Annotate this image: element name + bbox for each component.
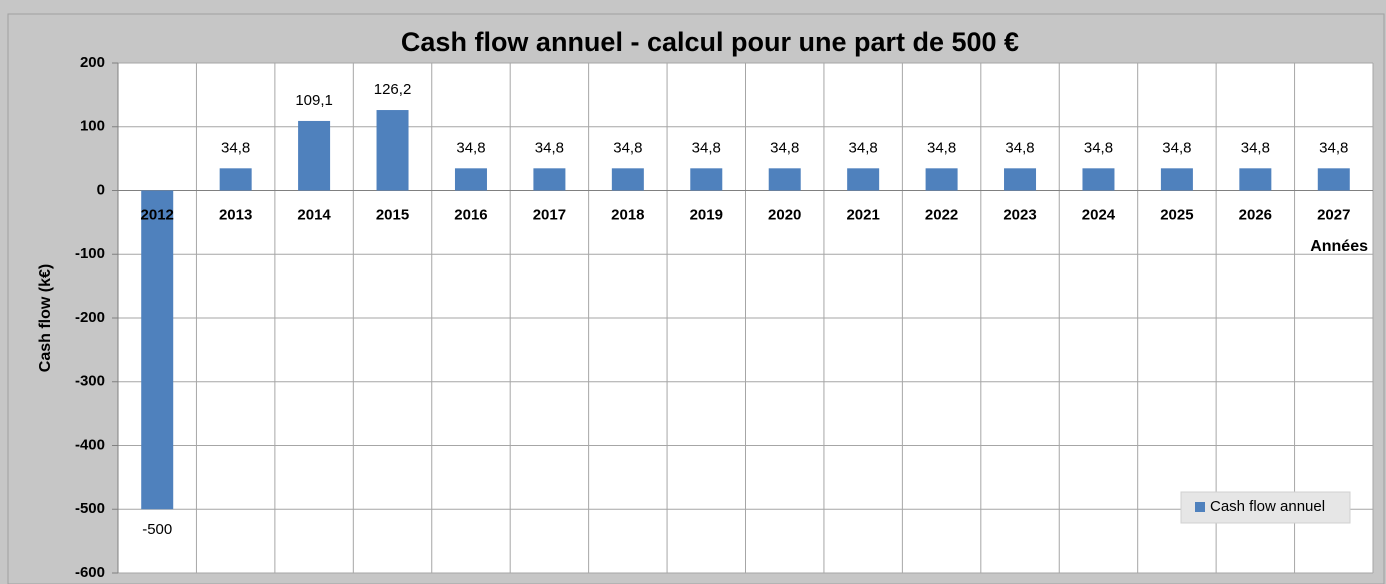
bar: [141, 190, 174, 510]
data-label: 34,8: [535, 139, 564, 156]
bar: [219, 168, 252, 191]
bar: [768, 168, 801, 191]
bar: [454, 168, 487, 191]
legend-box: [1180, 491, 1351, 524]
bar: [1317, 168, 1350, 191]
x-tick-label: 2019: [690, 206, 723, 223]
x-axis-label: Années: [1310, 238, 1368, 255]
x-tick-label: 2018: [611, 206, 644, 223]
legend-label: Cash flow annuel: [1210, 498, 1325, 515]
bar: [1004, 168, 1037, 191]
bar: [533, 168, 566, 191]
y-tick-label: -300: [75, 373, 105, 390]
x-tick-label: 2020: [768, 206, 801, 223]
bar: [376, 110, 409, 191]
data-label: 34,8: [1084, 139, 1113, 156]
data-label: 34,8: [221, 139, 250, 156]
data-label: 109,1: [295, 92, 333, 109]
bar: [1082, 168, 1115, 191]
data-label: 34,8: [1162, 139, 1191, 156]
bar: [1160, 168, 1193, 191]
y-tick-label: -100: [75, 245, 105, 262]
y-tick-label: -500: [75, 500, 105, 517]
bar: [925, 168, 958, 191]
y-axis-label: Cash flow (k€): [37, 264, 54, 372]
data-label: 34,8: [1241, 139, 1270, 156]
bar: [1239, 168, 1272, 191]
y-tick-label: 100: [80, 118, 105, 135]
data-label: 34,8: [1005, 139, 1034, 156]
bar: [611, 168, 644, 191]
data-label: 126,2: [374, 81, 412, 98]
x-tick-label: 2021: [846, 206, 879, 223]
data-label: 34,8: [849, 139, 878, 156]
bar: [298, 120, 331, 191]
y-tick-label: 0: [97, 181, 105, 198]
y-tick-label: 200: [80, 54, 105, 71]
x-tick-label: 2015: [376, 206, 409, 223]
bar: [847, 168, 880, 191]
x-tick-label: 2014: [297, 206, 331, 223]
data-label: 34,8: [1319, 139, 1348, 156]
x-tick-label: 2017: [533, 206, 566, 223]
data-label: -500: [142, 521, 172, 538]
y-tick-label: -200: [75, 309, 105, 326]
x-tick-label: 2022: [925, 206, 958, 223]
data-label: 34,8: [927, 139, 956, 156]
x-tick-label: 2023: [1003, 206, 1036, 223]
data-label: 34,8: [456, 139, 485, 156]
x-tick-label: 2013: [219, 206, 252, 223]
x-tick-label: 2012: [141, 206, 174, 223]
y-tick-label: -400: [75, 436, 105, 453]
y-tick-label: -600: [75, 564, 105, 581]
x-tick-label: 2027: [1317, 206, 1350, 223]
data-label: 34,8: [613, 139, 642, 156]
data-label: 34,8: [692, 139, 721, 156]
x-tick-label: 2016: [454, 206, 487, 223]
x-tick-label: 2026: [1239, 206, 1272, 223]
chart-title: Cash flow annuel - calcul pour une part …: [401, 27, 1019, 57]
x-tick-label: 2025: [1160, 206, 1193, 223]
data-label: 34,8: [770, 139, 799, 156]
bar: [690, 168, 723, 191]
x-tick-label: 2024: [1082, 206, 1116, 223]
legend-swatch: [1195, 502, 1205, 512]
